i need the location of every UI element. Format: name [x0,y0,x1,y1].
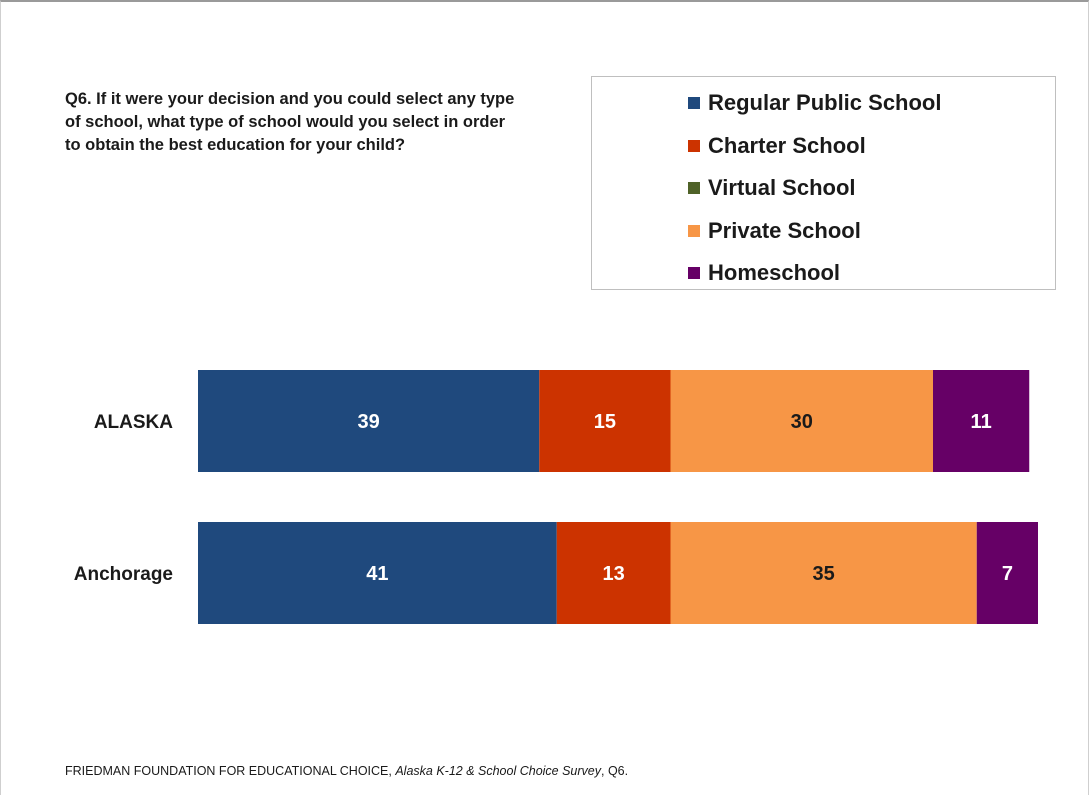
bar-segment [670,522,977,624]
legend-swatch [688,182,700,194]
source-survey-title: Alaska K-12 & School Choice Survey [395,764,602,778]
legend-swatch [688,97,700,109]
legend-item: Virtual School [688,168,856,208]
bar-segment [556,522,671,624]
bar-segment [198,370,540,472]
chart-legend: Regular Public School Charter School Virtu… [591,76,1056,290]
data-label: 35 [813,563,835,585]
stacked-bar-chart: ALASKA 39 15 30 11 Anchorage 41 13 35 7 [74,370,1038,624]
legend-item: Private School [688,211,861,251]
legend-item: Regular Public School [688,83,941,123]
legend-label: Virtual School [708,175,856,200]
legend-label: Regular Public School [708,90,942,115]
data-label: 15 [594,411,616,433]
bar-segment [198,522,557,624]
data-label: 30 [791,411,813,433]
source-note: FRIEDMAN FOUNDATION FOR EDUCATIONAL CHOI… [65,764,628,778]
data-label: 11 [971,411,992,433]
data-label: 13 [603,563,625,585]
bar-segment [539,370,671,472]
question-text: Q6. If it were your decision and you cou… [65,90,515,154]
legend-swatch [688,267,700,279]
category-label: ALASKA [94,412,173,433]
bar-segment [670,370,933,472]
bar-segment [933,370,1030,472]
source-suffix: , Q6. [601,764,629,778]
bar-segment [976,522,1038,624]
legend-item: Charter School [688,126,866,166]
source-org: FRIEDMAN FOUNDATION FOR EDUCATIONAL CHOI… [65,764,396,778]
data-label: 39 [358,411,380,433]
legend-label: Homeschool [708,260,841,285]
legend-swatch [688,139,700,152]
data-label: 7 [1002,563,1013,585]
legend-label: Charter School [708,132,866,158]
category-label: Anchorage [74,564,173,585]
legend-swatch [688,224,700,237]
data-label: 41 [366,563,388,585]
legend-label: Private School [708,217,861,243]
legend-item: Homeschool [688,253,840,293]
